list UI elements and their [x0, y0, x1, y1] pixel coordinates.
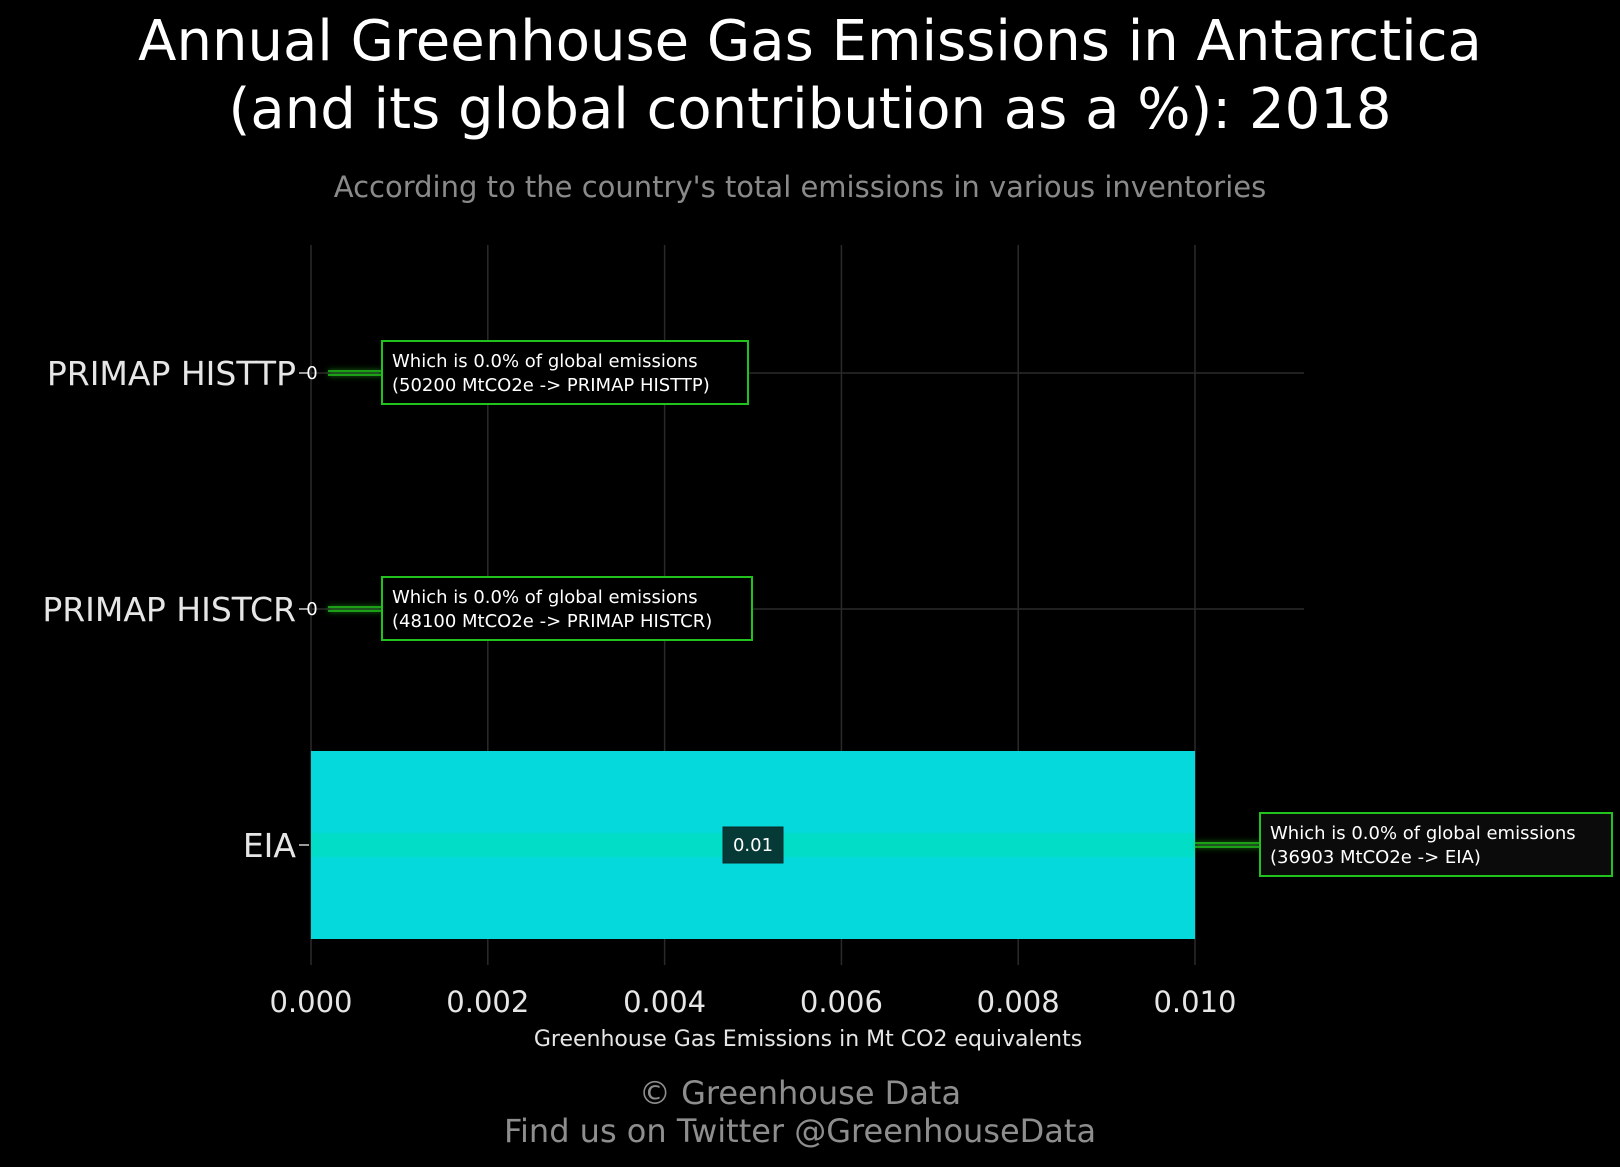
bar-layer [311, 751, 1195, 939]
bar-value-label: 0.01 [733, 835, 773, 856]
bar-value-box [722, 826, 784, 864]
chart-title: Annual Greenhouse Gas Emissions in Antar… [0, 8, 1620, 144]
x-tick-label: 0.008 [977, 985, 1060, 1019]
annotation-text: (48100 MtCO2e -> PRIMAP HISTCR) [392, 611, 712, 632]
footer: © Greenhouse Data Find us on Twitter @Gr… [0, 1074, 1600, 1150]
footer-twitter: Find us on Twitter @GreenhouseData [503, 1112, 1097, 1150]
chart-title-line-1: Annual Greenhouse Gas Emissions in Antar… [138, 9, 1482, 74]
annotation-connector [328, 370, 382, 376]
annotation-text: Which is 0.0% of global emissions [1270, 823, 1576, 844]
x-tick-label: 0.006 [800, 985, 883, 1019]
annotation-text: Which is 0.0% of global emissions [392, 587, 698, 608]
annotation-connector [1195, 842, 1260, 848]
annotation-text: Which is 0.0% of global emissions [392, 351, 698, 372]
x-axis-title: Greenhouse Gas Emissions in Mt CO2 equiv… [534, 1027, 1082, 1052]
y-category-label: PRIMAP HISTCR [42, 590, 296, 629]
bar-value-label: 0 [306, 599, 317, 620]
annotation-box [1259, 812, 1613, 877]
bar-value-label: 0 [306, 363, 317, 384]
x-tick-label: 0.004 [623, 985, 706, 1019]
x-tick-label: 0.010 [1153, 985, 1236, 1019]
annotation-box [381, 340, 749, 405]
footer-copyright: © Greenhouse Data [638, 1074, 962, 1112]
chart-title-line-2: (and its global contribution as a %): 20… [228, 77, 1392, 142]
chart-subtitle: According to the country's total emissio… [333, 170, 1267, 204]
annotation-text: (50200 MtCO2e -> PRIMAP HISTTP) [392, 375, 710, 396]
y-category-label: PRIMAP HISTTP [47, 354, 296, 393]
annotation-box [381, 576, 753, 641]
annotation-text: (36903 MtCO2e -> EIA) [1270, 847, 1481, 868]
x-tick-label: 0.002 [446, 985, 529, 1019]
annotation-connector [328, 606, 382, 612]
x-tick-label: 0.000 [269, 985, 352, 1019]
y-category-label: EIA [243, 826, 297, 865]
